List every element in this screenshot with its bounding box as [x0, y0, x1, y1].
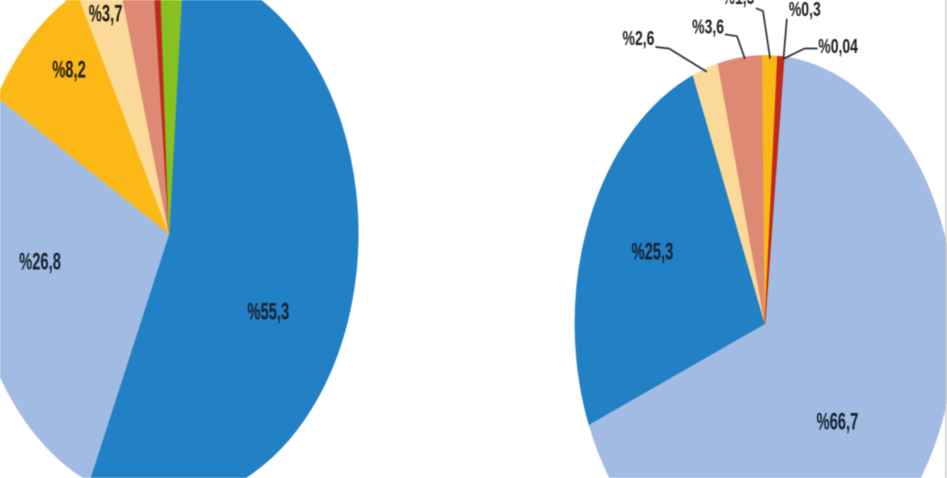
svg-text:%2,6: %2,6 [623, 26, 655, 49]
svg-text:%0,3: %0,3 [789, 0, 821, 21]
svg-text:%1,5: %1,5 [723, 0, 755, 9]
svg-text:%26,8: %26,8 [19, 249, 61, 276]
svg-text:%8,2: %8,2 [52, 57, 86, 84]
svg-text:%25,3: %25,3 [631, 239, 673, 266]
svg-text:%66,7: %66,7 [816, 409, 858, 436]
svg-text:%3,6: %3,6 [692, 15, 724, 38]
svg-text:%0,04: %0,04 [818, 34, 858, 57]
svg-text:%3,7: %3,7 [89, 1, 123, 28]
svg-text:%55,3: %55,3 [247, 299, 289, 326]
